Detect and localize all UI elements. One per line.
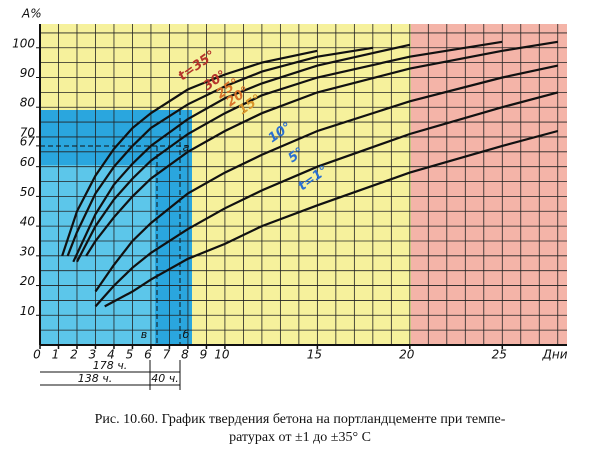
y-tick-label: 67: [20, 134, 36, 148]
x-tick-label: 1: [52, 348, 60, 362]
x-tick-label: 9: [200, 348, 208, 362]
pink-zone: [411, 24, 567, 345]
x-tick-label: 8: [181, 348, 189, 362]
annotation: а: [183, 141, 190, 154]
y-tick-label: 50: [20, 185, 36, 199]
x-tick-label: 0: [33, 348, 41, 362]
y-tick-label: 30: [20, 244, 36, 258]
annotation: в: [141, 328, 147, 341]
x-tick-label: 15: [307, 348, 322, 362]
x-tick-label: 20: [399, 348, 415, 362]
y-tick-label: 20: [20, 274, 36, 288]
curve: [66, 46, 373, 257]
x-tick-label: 7: [163, 348, 171, 362]
annotation: 40 ч.: [151, 372, 179, 385]
y-tick-label: 60: [20, 155, 36, 169]
x-tick-label: 25: [492, 348, 507, 362]
x-axis-label: Дни: [541, 348, 567, 362]
curve: [85, 40, 558, 257]
curve: [61, 49, 318, 257]
y-axis-label: A%: [21, 7, 42, 21]
curve: [104, 129, 559, 308]
curve-label: 5°: [286, 145, 307, 166]
y-tick-label: 90: [20, 66, 36, 80]
y-tick-label: 100: [12, 36, 35, 50]
y-tick-label: 80: [20, 96, 36, 110]
annotation: 138 ч.: [78, 372, 113, 385]
x-tick-label: 4: [107, 348, 115, 362]
x-tick-label: 3: [89, 348, 97, 362]
y-tick-label: 70: [20, 125, 36, 139]
y-tick-label: 10: [20, 304, 36, 318]
y-tick-label: 40: [20, 215, 36, 229]
x-tick-label: 6: [144, 348, 152, 362]
caption: ратурах от ±1 до ±35° С: [229, 430, 371, 445]
curve: [76, 40, 503, 263]
x-tick-label: 5: [126, 348, 134, 362]
caption: Рис. 10.60. График твердения бетона на п…: [95, 412, 506, 427]
annotation: б: [183, 328, 190, 341]
x-tick-label: 10: [214, 348, 230, 362]
curve: [72, 43, 411, 263]
x-tick-label: 2: [70, 348, 78, 362]
curve: [94, 91, 559, 308]
curve: [94, 64, 559, 293]
annotation: 178 ч.: [93, 359, 128, 372]
